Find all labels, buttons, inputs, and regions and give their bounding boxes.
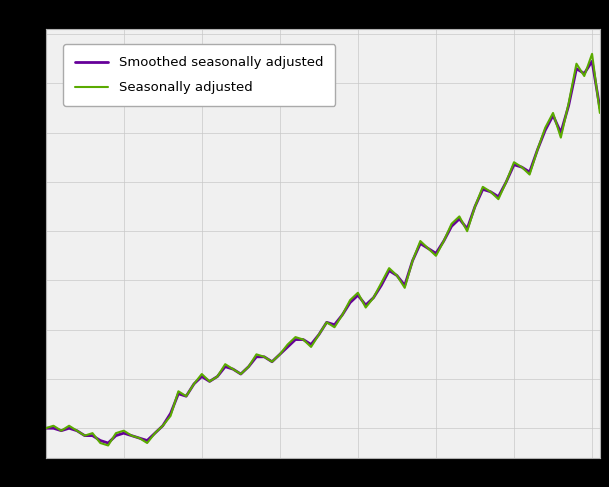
Seasonally adjusted xyxy=(588,51,596,57)
Smoothed seasonally adjusted xyxy=(105,440,112,446)
Smoothed seasonally adjusted xyxy=(362,302,369,308)
Smoothed seasonally adjusted xyxy=(596,105,604,111)
Seasonally adjusted xyxy=(362,304,369,310)
Seasonally adjusted xyxy=(42,425,49,431)
Seasonally adjusted xyxy=(105,443,112,449)
Seasonally adjusted xyxy=(401,285,409,291)
Smoothed seasonally adjusted xyxy=(588,58,596,64)
Line: Seasonally adjusted: Seasonally adjusted xyxy=(46,54,600,446)
Smoothed seasonally adjusted xyxy=(237,371,244,377)
Seasonally adjusted xyxy=(424,245,432,251)
Seasonally adjusted xyxy=(596,110,604,116)
Smoothed seasonally adjusted xyxy=(42,425,49,431)
Smoothed seasonally adjusted xyxy=(424,245,432,251)
Seasonally adjusted xyxy=(128,432,135,438)
Smoothed seasonally adjusted xyxy=(128,432,135,438)
Smoothed seasonally adjusted xyxy=(557,130,565,135)
Legend: Smoothed seasonally adjusted, Seasonally adjusted: Smoothed seasonally adjusted, Seasonally… xyxy=(63,44,335,106)
Line: Smoothed seasonally adjusted: Smoothed seasonally adjusted xyxy=(46,61,600,443)
Seasonally adjusted xyxy=(237,371,244,377)
Seasonally adjusted xyxy=(557,135,565,141)
Smoothed seasonally adjusted xyxy=(401,282,409,288)
